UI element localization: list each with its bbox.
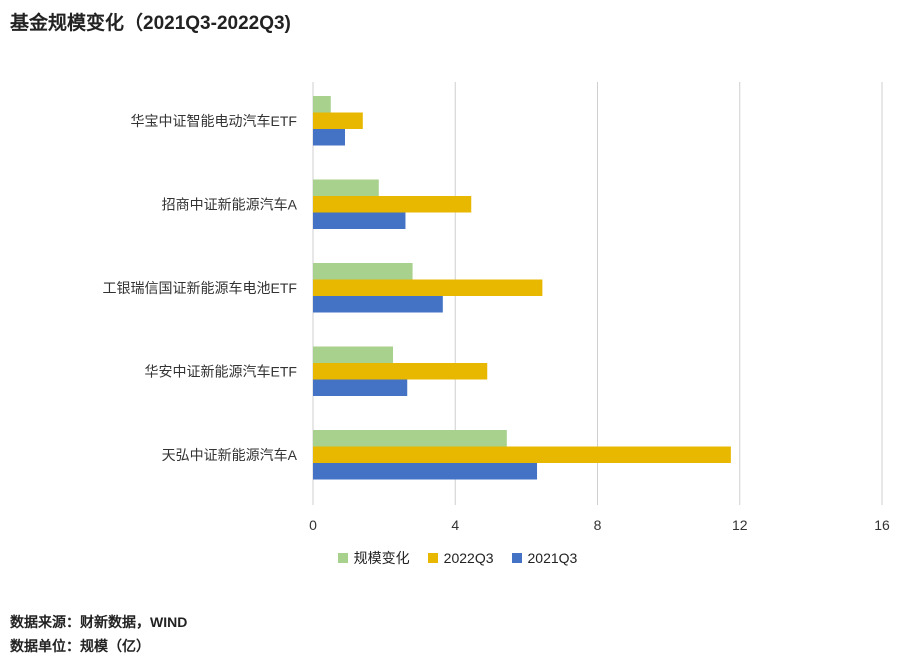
legend-item-0: 规模变化 [337,548,410,568]
bar-2-2 [313,296,443,313]
category-label-0: 华宝中证智能电动汽车ETF [131,113,297,129]
legend-label-2: 2021Q3 [527,550,578,566]
bar-2-0 [313,129,346,146]
x-tick-label-3: 12 [732,517,748,533]
legend-item-1: 2022Q3 [427,548,494,568]
bar-0-0 [313,96,331,113]
bar-2-1 [313,212,406,229]
chart-title: 基金规模变化（2021Q3-2022Q3) [10,13,291,34]
bar-1-4 [313,446,731,463]
legend-swatch-1 [427,553,438,563]
bar-2-3 [313,379,408,396]
bar-0-1 [313,179,379,196]
bar-1-3 [313,363,488,380]
x-tick-label-1: 4 [451,517,459,533]
legend: 规模变化 2022Q3 2021Q3 [0,548,915,568]
footer-unit: 数据单位：规模（亿） [10,638,150,654]
legend-swatch-0 [337,553,348,563]
legend-label-1: 2022Q3 [443,550,494,566]
legend-item-2: 2021Q3 [511,548,578,568]
bar-chart: 华宝中证智能电动汽车ETF 招商中证新能源汽车A 工银瑞信国证新能源车电池ETF 华安… [103,82,890,533]
category-label-4: 天弘中证新能源汽车A [162,447,298,463]
x-tick-label-4: 16 [874,517,890,533]
bar-0-4 [313,430,507,447]
bar-1-0 [313,112,363,129]
category-label-1: 招商中证新能源汽车A [162,196,298,212]
bar-0-3 [313,346,394,363]
bar-1-1 [313,196,472,213]
bar-1-2 [313,279,543,296]
legend-label-0: 规模变化 [353,550,410,566]
bar-2-4 [313,463,538,480]
bar-0-2 [313,263,413,280]
category-label-3: 华安中证新能源汽车ETF [145,363,297,379]
x-tick-label-2: 8 [594,517,602,533]
x-tick-label-0: 0 [309,517,317,533]
legend-swatch-2 [511,553,522,563]
footer-source: 数据来源：财新数据，WIND [10,614,188,630]
category-label-2: 工银瑞信国证新能源车电池ETF [103,280,297,296]
